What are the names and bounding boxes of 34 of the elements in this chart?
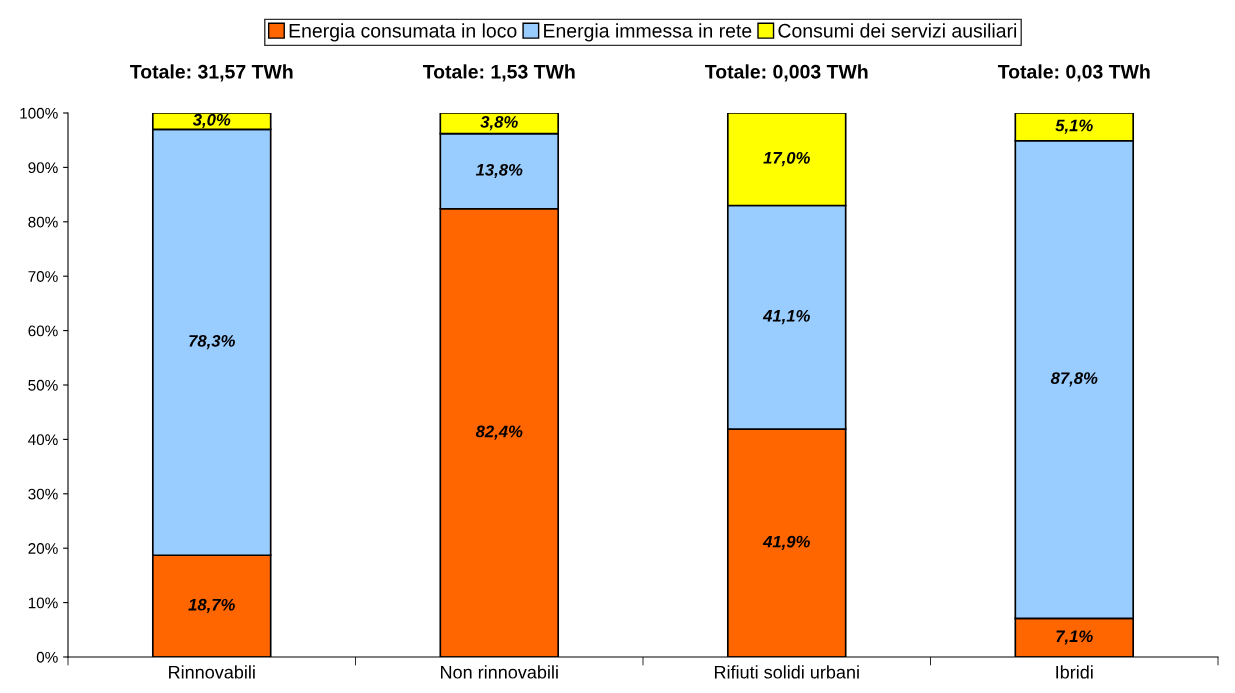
data-label: 3,0% — [192, 113, 231, 129]
data-label: 17,0% — [763, 151, 810, 167]
y-tick-label: 60% — [28, 325, 58, 337]
x-tick-label: Ibridi — [1056, 665, 1093, 679]
y-tick-label: 20% — [28, 543, 58, 554]
data-label: 18,7% — [188, 598, 235, 614]
x-tick-label: Rinnovabili — [169, 665, 255, 679]
data-label: 5,1% — [1055, 119, 1093, 134]
x-tick-label: Non rinnovabili — [441, 665, 558, 679]
data-label: 87,8% — [1050, 372, 1098, 387]
annotation: Totale: 0,03 TWh — [997, 64, 1150, 82]
y-tick-label: 90% — [28, 162, 58, 174]
legend-label: Consumi dei servizi ausiliari — [778, 23, 1017, 38]
y-tick-label: 40% — [28, 434, 58, 446]
data-label: 3,8% — [480, 116, 518, 131]
y-tick-label: 100% — [20, 107, 58, 119]
y-tick-label: 0% — [36, 651, 58, 663]
annotation: Totale: 0,003 TWh — [705, 64, 868, 82]
y-tick-label: 70% — [28, 271, 58, 282]
data-label: 13,8% — [475, 163, 523, 179]
y-tick-label: 30% — [28, 488, 58, 500]
legend-label: Energia immessa in rete — [544, 23, 752, 42]
x-tick-label: Rifiuti solidi urbani — [714, 665, 859, 679]
data-label: 82,4% — [475, 425, 523, 440]
data-label: 7,1% — [1056, 630, 1093, 645]
y-tick-label: 50% — [28, 379, 58, 391]
data-label: 41,9% — [762, 535, 810, 550]
y-tick-label: 80% — [28, 216, 58, 228]
data-label: 41,1% — [762, 310, 810, 325]
data-label: 78,3% — [189, 334, 235, 350]
annotation: Totale: 1,53 TWh — [422, 64, 575, 82]
legend-label: Energia consumata in loco — [289, 23, 517, 42]
annotation: Totale: 31,57 TWh — [130, 64, 293, 82]
y-tick-label: 10% — [28, 597, 58, 609]
